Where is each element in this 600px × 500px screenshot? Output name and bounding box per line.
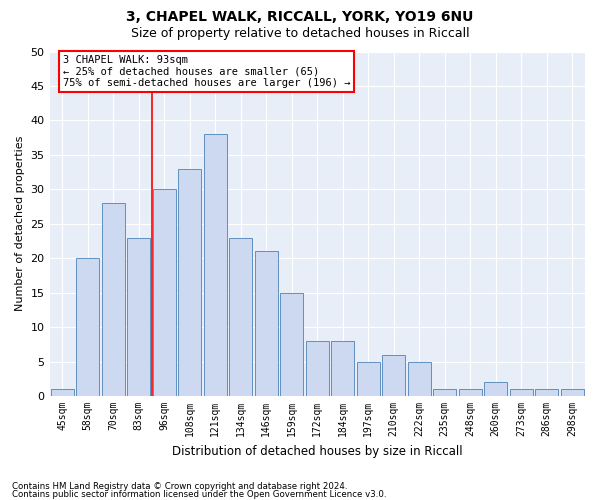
Bar — [229, 238, 252, 396]
Text: 3, CHAPEL WALK, RICCALL, YORK, YO19 6NU: 3, CHAPEL WALK, RICCALL, YORK, YO19 6NU — [127, 10, 473, 24]
Bar — [408, 362, 431, 396]
Y-axis label: Number of detached properties: Number of detached properties — [15, 136, 25, 312]
Bar — [535, 389, 558, 396]
Bar — [433, 389, 456, 396]
Bar — [127, 238, 150, 396]
Bar — [280, 292, 303, 396]
Text: 3 CHAPEL WALK: 93sqm
← 25% of detached houses are smaller (65)
75% of semi-detac: 3 CHAPEL WALK: 93sqm ← 25% of detached h… — [63, 55, 350, 88]
Bar — [510, 389, 533, 396]
Bar — [51, 389, 74, 396]
X-axis label: Distribution of detached houses by size in Riccall: Distribution of detached houses by size … — [172, 444, 463, 458]
Bar — [331, 341, 354, 396]
Text: Size of property relative to detached houses in Riccall: Size of property relative to detached ho… — [131, 28, 469, 40]
Text: Contains HM Land Registry data © Crown copyright and database right 2024.: Contains HM Land Registry data © Crown c… — [12, 482, 347, 491]
Bar — [459, 389, 482, 396]
Bar — [153, 190, 176, 396]
Bar — [382, 354, 405, 396]
Bar — [76, 258, 99, 396]
Bar — [255, 252, 278, 396]
Bar — [306, 341, 329, 396]
Bar — [561, 389, 584, 396]
Text: Contains public sector information licensed under the Open Government Licence v3: Contains public sector information licen… — [12, 490, 386, 499]
Bar — [357, 362, 380, 396]
Bar — [178, 168, 201, 396]
Bar — [204, 134, 227, 396]
Bar — [484, 382, 507, 396]
Bar — [102, 203, 125, 396]
